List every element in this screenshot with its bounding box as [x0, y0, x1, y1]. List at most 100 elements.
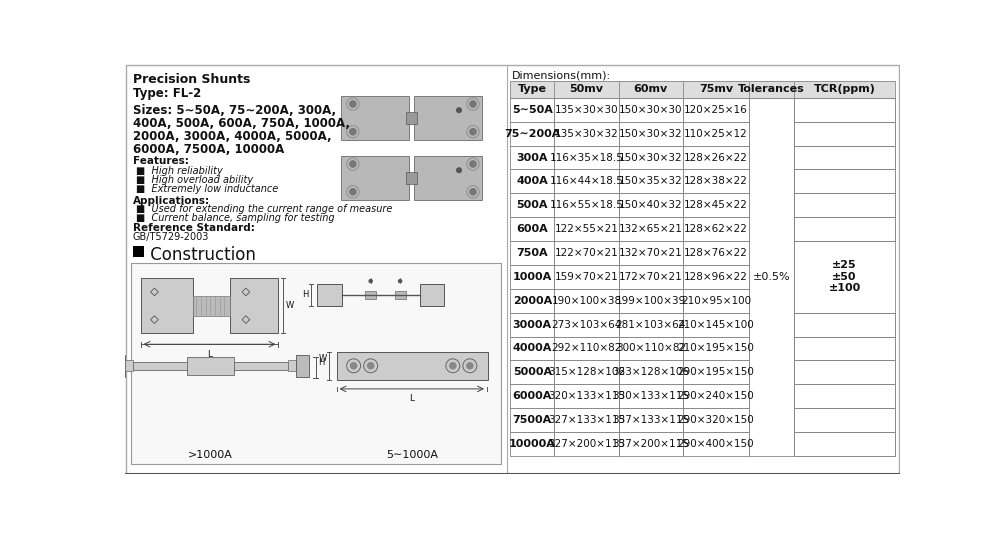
Text: 128×62×22: 128×62×22: [684, 224, 748, 234]
Bar: [510, 193, 554, 217]
Bar: [794, 122, 895, 146]
Text: 7500A: 7500A: [513, 415, 552, 425]
Bar: [554, 336, 619, 360]
Bar: [683, 81, 749, 98]
Bar: [683, 408, 749, 432]
Bar: [794, 98, 895, 122]
Bar: [683, 81, 749, 98]
Text: 290×240×150: 290×240×150: [678, 391, 754, 401]
Bar: [794, 432, 895, 456]
Bar: [794, 384, 895, 408]
Text: 116×55×18.5: 116×55×18.5: [550, 200, 623, 210]
Bar: [794, 408, 895, 432]
Bar: [619, 265, 683, 289]
Bar: [794, 146, 895, 169]
Text: 6000A: 6000A: [513, 391, 552, 401]
Bar: [619, 408, 683, 432]
Bar: [554, 146, 619, 169]
Circle shape: [470, 161, 476, 167]
Text: Precision Shunts: Precision Shunts: [133, 73, 250, 86]
Bar: [510, 98, 554, 122]
Text: 50mv: 50mv: [570, 84, 604, 94]
Text: 132×65×21: 132×65×21: [619, 224, 683, 234]
Text: 159×70×21: 159×70×21: [555, 272, 618, 282]
Bar: [554, 289, 619, 313]
Bar: [406, 172, 417, 184]
Text: 128×45×22: 128×45×22: [684, 200, 748, 210]
Text: Type: FL-2: Type: FL-2: [133, 87, 201, 100]
Text: 281×103×64: 281×103×64: [616, 320, 686, 329]
Circle shape: [368, 363, 374, 369]
Text: 210×95×100: 210×95×100: [681, 296, 751, 306]
Bar: [554, 81, 619, 98]
Bar: [619, 98, 683, 122]
Bar: [187, 357, 234, 375]
Text: ■  High overload ability: ■ High overload ability: [136, 175, 253, 185]
Bar: [683, 265, 749, 289]
Bar: [111, 355, 125, 377]
Text: 273×103×64: 273×103×64: [551, 320, 622, 329]
Bar: [794, 360, 895, 384]
Bar: [133, 362, 288, 370]
Text: 315×128×106: 315×128×106: [548, 367, 625, 377]
Bar: [619, 169, 683, 193]
Bar: [794, 193, 895, 217]
Text: 128×96×22: 128×96×22: [684, 272, 748, 282]
Bar: [230, 278, 278, 334]
Text: 327×133×115: 327×133×115: [548, 415, 625, 425]
Bar: [317, 284, 342, 306]
Bar: [554, 313, 619, 336]
Text: 300×110×82: 300×110×82: [616, 343, 686, 353]
Bar: [193, 296, 230, 316]
Text: >1000A: >1000A: [188, 450, 233, 461]
Text: 337×133×115: 337×133×115: [612, 415, 689, 425]
Text: 120×25×16: 120×25×16: [684, 105, 748, 115]
Bar: [554, 169, 619, 193]
Bar: [510, 146, 554, 169]
Bar: [510, 169, 554, 193]
Bar: [619, 193, 683, 217]
Bar: [749, 98, 794, 456]
Bar: [406, 112, 417, 124]
Text: 500A: 500A: [517, 200, 548, 210]
Text: 400A, 500A, 600A, 750A, 1000A,: 400A, 500A, 600A, 750A, 1000A,: [133, 117, 350, 130]
Bar: [683, 432, 749, 456]
Bar: [683, 336, 749, 360]
Bar: [365, 291, 376, 299]
Bar: [288, 360, 296, 371]
Bar: [341, 95, 409, 140]
Bar: [619, 122, 683, 146]
Circle shape: [350, 189, 356, 195]
Text: 172×70×21: 172×70×21: [619, 272, 683, 282]
Circle shape: [350, 128, 356, 135]
Bar: [554, 122, 619, 146]
Bar: [554, 432, 619, 456]
Circle shape: [457, 108, 461, 112]
Bar: [749, 81, 794, 98]
Text: 323×128×106: 323×128×106: [612, 367, 689, 377]
Text: 327×200×115: 327×200×115: [548, 439, 625, 449]
Text: 330×133×115: 330×133×115: [612, 391, 689, 401]
Bar: [683, 169, 749, 193]
Text: 75mv: 75mv: [699, 84, 733, 94]
Bar: [683, 193, 749, 217]
Circle shape: [470, 101, 476, 107]
Bar: [510, 384, 554, 408]
Circle shape: [350, 101, 356, 107]
Text: Sizes: 5∼50A, 75∼200A, 300A,: Sizes: 5∼50A, 75∼200A, 300A,: [133, 104, 336, 117]
Bar: [683, 360, 749, 384]
Bar: [619, 432, 683, 456]
Text: 600A: 600A: [516, 224, 548, 234]
Bar: [794, 432, 895, 456]
Text: 150×35×32: 150×35×32: [619, 176, 683, 187]
Bar: [337, 352, 488, 379]
Bar: [554, 265, 619, 289]
Bar: [619, 360, 683, 384]
Bar: [510, 81, 554, 98]
Bar: [794, 81, 895, 98]
Text: 199×100×39: 199×100×39: [616, 296, 686, 306]
Bar: [619, 146, 683, 169]
Bar: [510, 360, 554, 384]
Bar: [683, 289, 749, 313]
Bar: [619, 313, 683, 336]
